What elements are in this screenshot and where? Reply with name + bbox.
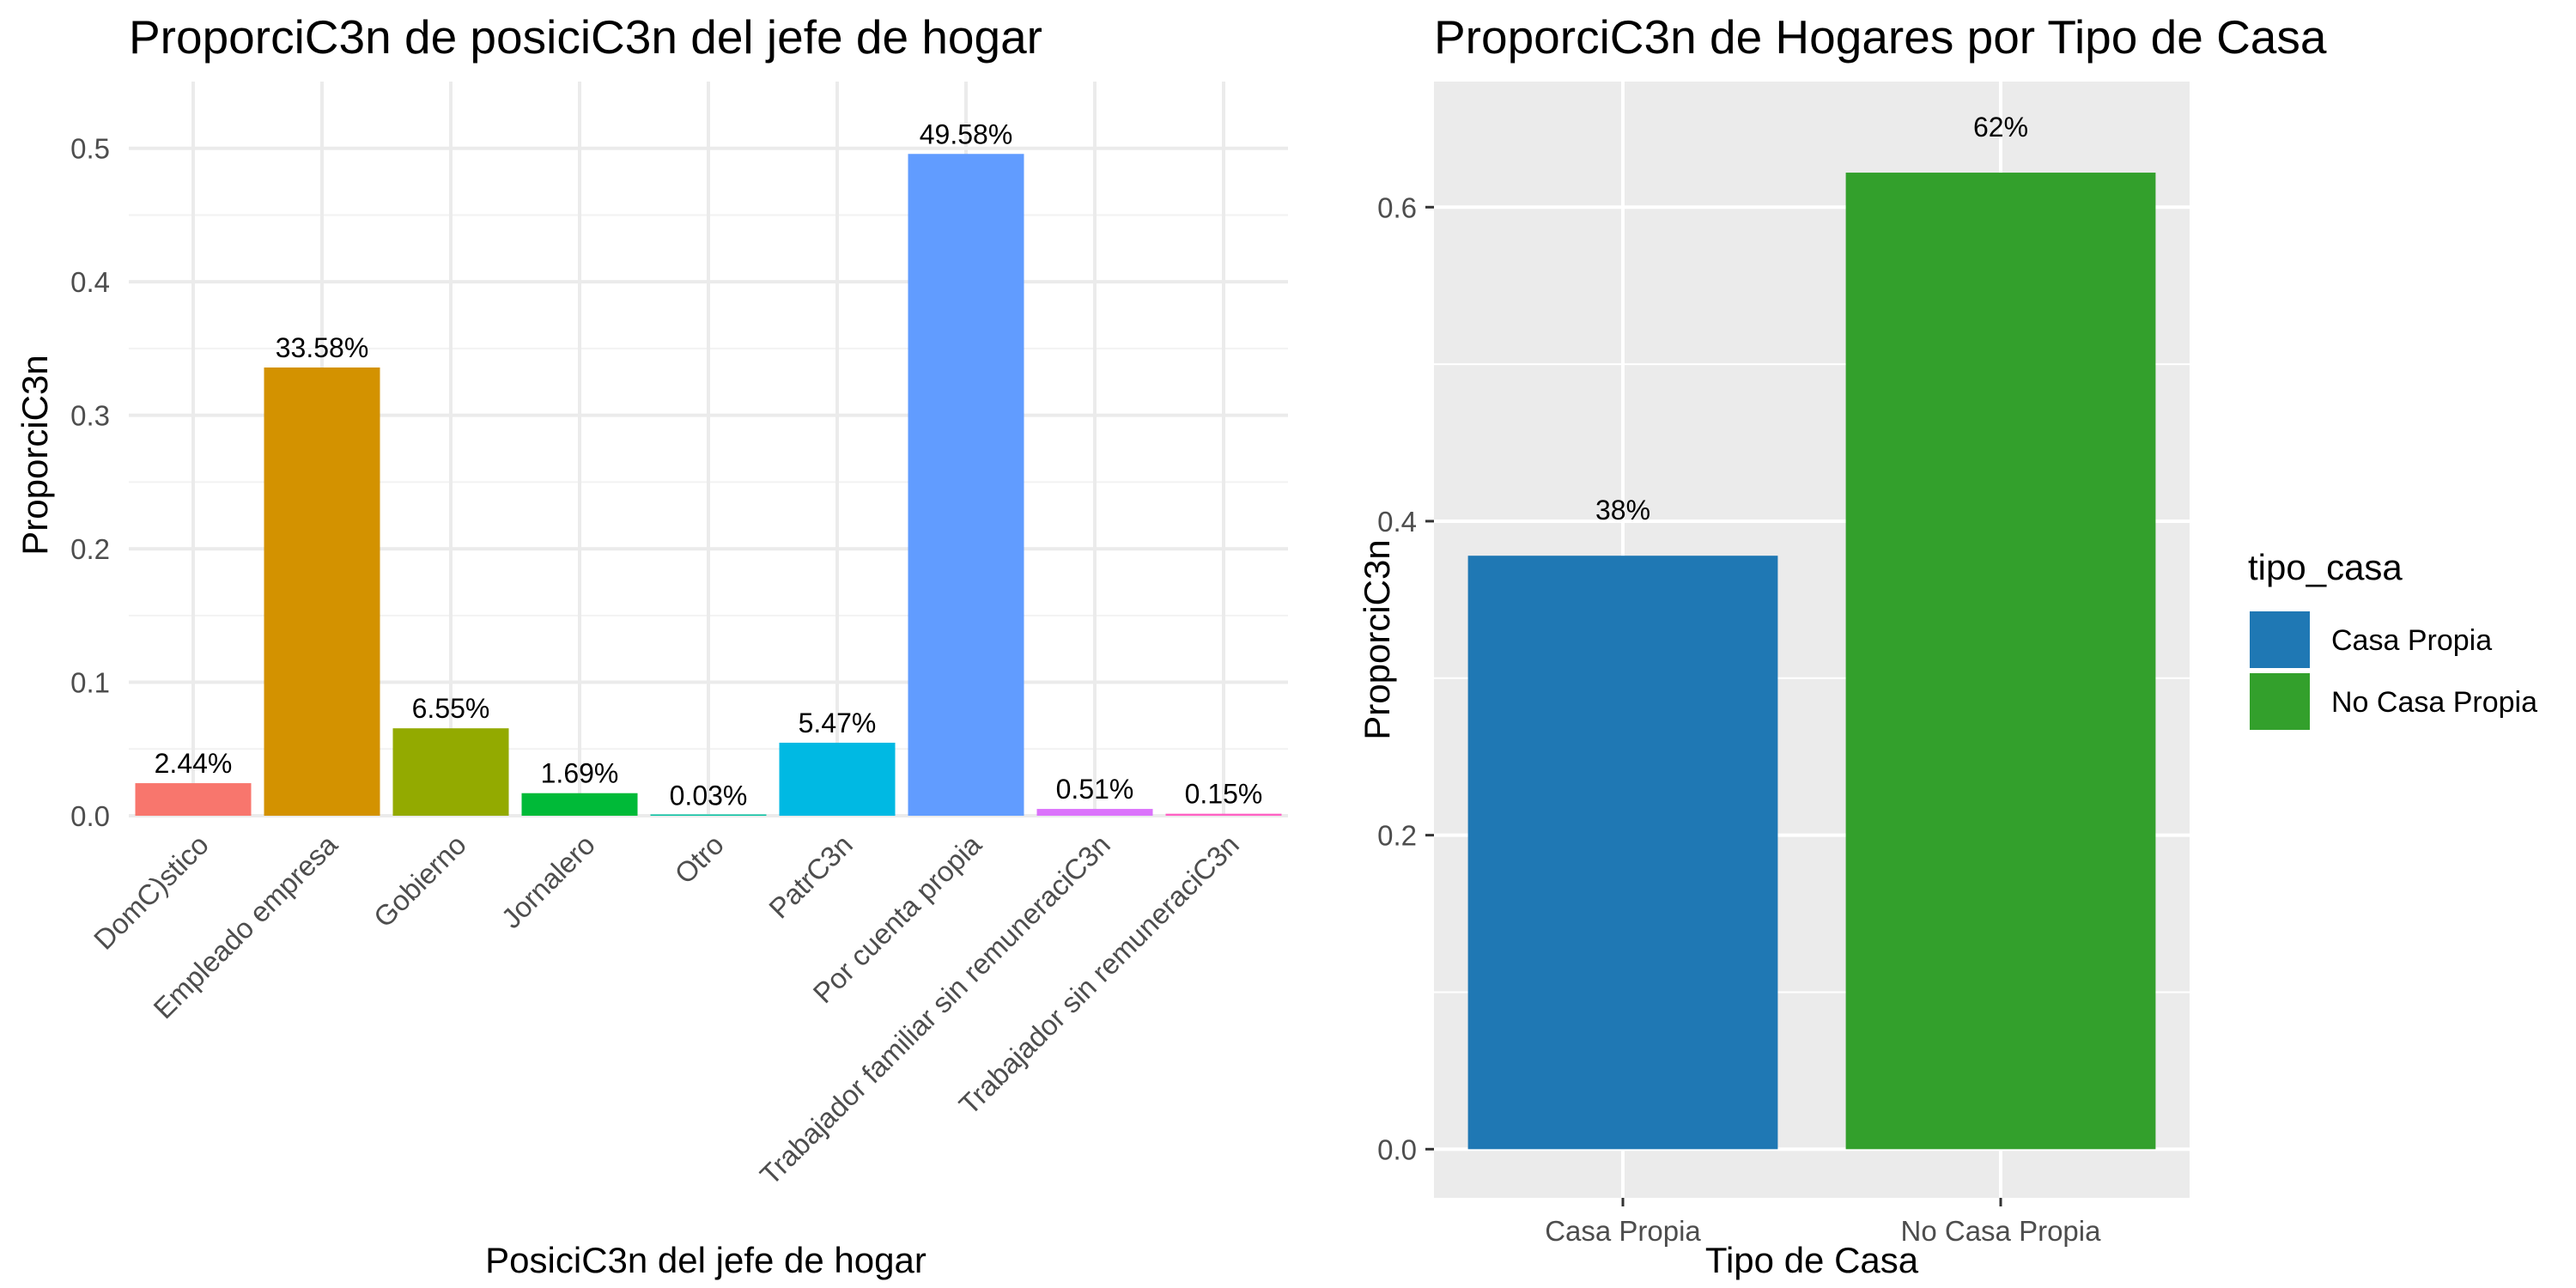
- x-tick-label: Jornalero: [495, 829, 601, 934]
- y-tick-label: 0.1: [70, 667, 110, 699]
- x-tick-label: DomC)stico: [88, 829, 215, 956]
- chart-1: ProporciC3n de posiciC3n del jefe de hog…: [15, 10, 1288, 1280]
- data-label-gobierno: 6.55%: [412, 693, 490, 724]
- bar-empleado-empresa: [264, 367, 380, 816]
- chart-2-bars: [1467, 173, 2156, 1150]
- y-tick-label: 0.0: [1377, 1133, 1417, 1165]
- chart-1-bars: [135, 154, 1282, 817]
- data-label-empleado-empresa: 33.58%: [276, 332, 369, 363]
- chart-2-title: ProporciC3n de Hogares por Tipo de Casa: [1434, 10, 2327, 64]
- y-tick-label: 0.4: [70, 266, 110, 298]
- legend-key-no-casa-propia: [2250, 673, 2310, 730]
- chart-2: ProporciC3n de Hogares por Tipo de Casa …: [1357, 10, 2537, 1280]
- y-tick-label: 0.2: [70, 533, 110, 565]
- x-tick-label: Casa Propia: [1545, 1215, 1701, 1247]
- legend-label-no-casa-propia: No Casa Propia: [2331, 686, 2537, 719]
- y-tick-label: 0.0: [70, 800, 110, 832]
- bar-trabajador-familiar-sin-remuneracic3n: [1036, 809, 1153, 816]
- bar-patrc3n: [779, 742, 896, 816]
- bar-trabajador-sin-remuneracic3n: [1165, 813, 1282, 816]
- bar-no-casa-propia: [1845, 173, 2156, 1150]
- chart-1-y-ticks: 0.0 0.1 0.2 0.3 0.4 0.5: [70, 133, 110, 832]
- y-tick-label: 0.6: [1377, 191, 1417, 223]
- bar-gobierno: [392, 728, 509, 816]
- bar-otro: [650, 814, 767, 816]
- chart-2-data-labels: 38% 62%: [1595, 112, 2028, 526]
- data-label-casa-propia: 38%: [1595, 495, 1650, 526]
- data-label-patrc3n: 5.47%: [799, 708, 877, 738]
- chart-2-x-ticks: Casa Propia No Casa Propia: [1545, 1198, 2101, 1247]
- x-tick-label: PatrC3n: [762, 829, 859, 925]
- chart-2-y-axis-title: ProporciC3n: [1357, 539, 1397, 739]
- chart-1-y-axis-title: ProporciC3n: [15, 355, 55, 555]
- x-tick-label: Gobierno: [368, 829, 472, 933]
- data-label-por-cuenta-propia: 49.58%: [920, 118, 1013, 149]
- bar-jornalero: [521, 793, 638, 816]
- x-tick-label: No Casa Propia: [1901, 1215, 2102, 1247]
- data-label-otro: 0.03%: [670, 781, 748, 811]
- y-tick-label: 0.4: [1377, 506, 1417, 538]
- legend-key-casa-propia: [2250, 611, 2310, 668]
- chart-2-legend: tipo_casa Casa Propia No Casa Propia: [2248, 547, 2537, 730]
- data-label-trabajador-familiar-sin-remuneracic3n: 0.51%: [1056, 774, 1134, 805]
- data-label-trabajador-sin-remuneracic3n: 0.15%: [1185, 779, 1263, 810]
- chart-2-x-axis-title: Tipo de Casa: [1705, 1240, 1919, 1280]
- bar-domc-stico: [135, 783, 252, 816]
- data-label-no-casa-propia: 62%: [1973, 112, 2028, 143]
- chart-1-x-axis-title: PosiciC3n del jefe de hogar: [485, 1240, 927, 1280]
- y-tick-label: 0.5: [70, 133, 110, 165]
- bar-casa-propia: [1467, 556, 1778, 1150]
- data-label-jornalero: 1.69%: [541, 758, 619, 789]
- y-tick-label: 0.2: [1377, 820, 1417, 852]
- data-label-domc-stico: 2.44%: [155, 748, 233, 779]
- chart-2-y-ticks: 0.0 0.2 0.4 0.6: [1377, 191, 1434, 1165]
- chart-1-data-labels: 2.44% 33.58% 6.55% 1.69% 0.03% 5.47% 49.58% 0.5…: [155, 118, 1263, 811]
- legend-label-casa-propia: Casa Propia: [2331, 624, 2492, 657]
- x-tick-label: Otro: [668, 829, 730, 890]
- y-tick-label: 0.3: [70, 400, 110, 432]
- legend-title: tipo_casa: [2248, 547, 2403, 587]
- bar-por-cuenta-propia: [908, 154, 1024, 817]
- x-tick-label: Trabajador sin remuneraciC3n: [952, 829, 1244, 1121]
- chart-1-title: ProporciC3n de posiciC3n del jefe de hog…: [129, 10, 1042, 64]
